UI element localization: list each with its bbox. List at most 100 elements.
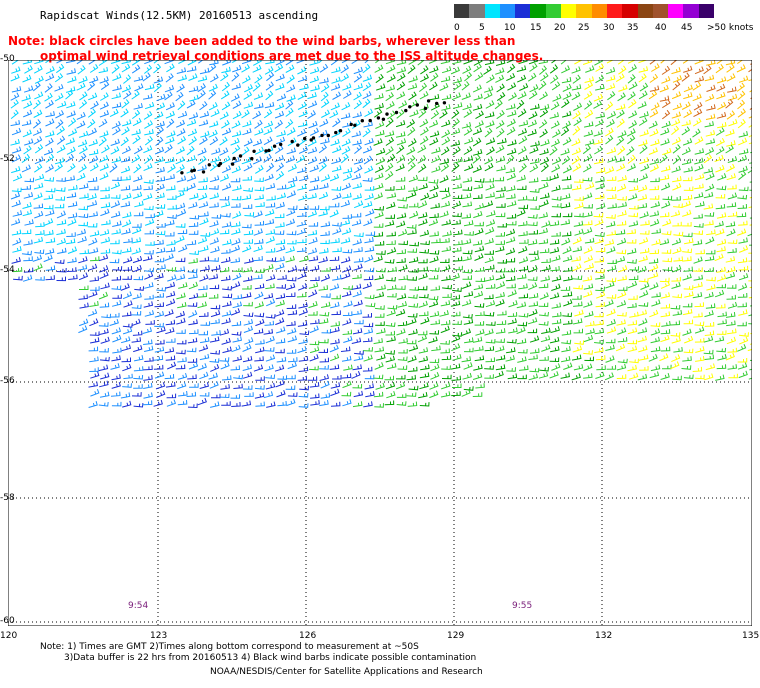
wind-barb [44,229,54,236]
wind-barb [365,302,376,308]
wind-barb [99,110,110,118]
legend-swatch [606,4,623,18]
wind-barb [638,173,648,182]
wind-barb [87,119,96,129]
wind-barb [363,218,373,227]
wind-barb [650,102,660,111]
wind-barb [342,399,352,407]
wind-barb [362,201,373,208]
wind-barb [637,101,647,109]
wind-barb [463,347,474,353]
wind-barb [320,174,331,182]
wind-barb [298,393,309,398]
wind-barb [584,356,594,362]
wind-barb [617,201,627,208]
wind-barb [683,166,693,173]
wind-barb [541,258,551,263]
wind-barb [275,309,285,317]
wind-barb [231,331,242,336]
wind-barb [716,83,726,92]
wind-barb [616,374,627,379]
wind-barb [582,227,593,235]
wind-barb [210,109,220,118]
wind-barb [672,293,683,299]
wind-barb [617,130,627,138]
wind-barbs [10,60,752,409]
wind-barb [517,108,527,118]
wind-barb [298,403,309,408]
wind-barb [626,146,635,156]
wind-barb [672,375,682,381]
wind-barb [408,202,419,208]
wind-barb [527,276,538,282]
wind-barb [232,336,242,343]
wind-barb [616,118,625,128]
wind-barb [617,337,628,343]
wind-barb [13,275,23,281]
wind-barb [409,241,419,247]
lat-label: -56 [0,376,15,386]
wind-barb [385,322,396,327]
wind-barb [628,372,639,380]
wind-barb [650,346,661,353]
wind-barb [22,129,32,138]
wind-barb [351,337,362,344]
wind-barb [474,355,485,362]
wind-barb [606,110,617,119]
wind-barb [703,154,713,164]
wind-barb [430,72,439,82]
wind-barb [144,60,154,65]
wind-barb [221,375,232,381]
wind-barb [56,177,66,182]
wind-barb [131,310,142,316]
wind-barb [186,391,197,397]
wind-barb [574,202,584,210]
wind-barb [265,90,274,101]
wind-barb [198,177,208,183]
wind-barb [506,185,516,192]
wind-barb [165,185,176,191]
wind-barb [308,222,319,227]
wind-barb [628,99,637,109]
wind-barb [66,101,76,109]
wind-barb [671,336,681,344]
wind-barb [296,228,306,236]
wind-barb [111,64,120,74]
wind-barb [56,135,66,145]
wind-barb [243,162,253,172]
wind-barb [528,282,538,291]
wind-barb [154,156,164,164]
wind-barb [505,275,516,282]
contamination-dot [279,142,283,147]
wind-barb [737,118,746,129]
wind-barb [551,363,561,371]
wind-barb [210,364,220,372]
wind-barb [12,210,23,217]
wind-barb [474,266,485,272]
wind-barb [318,338,329,344]
wind-barb [209,202,219,208]
wind-barb [737,90,746,101]
wind-barb [99,229,110,236]
wind-barb [132,255,143,264]
wind-barb [627,74,636,84]
wind-barb [748,206,752,209]
wind-barb [55,119,64,129]
wind-barb [670,60,678,66]
wind-barb [374,211,384,219]
wind-barb [144,249,154,255]
wind-barb [496,83,505,93]
wind-barb [186,347,197,353]
wind-barb [660,292,671,299]
wind-barb [407,229,417,235]
wind-barb [639,211,649,219]
wind-barb [112,294,122,299]
lat-label: -50 [0,54,15,64]
wind-barb [385,92,394,102]
wind-barb [330,60,339,66]
wind-barb [737,228,747,236]
wind-barb [594,232,605,238]
wind-barb [90,100,99,110]
wind-barb [231,281,241,289]
wind-barb [508,327,518,334]
